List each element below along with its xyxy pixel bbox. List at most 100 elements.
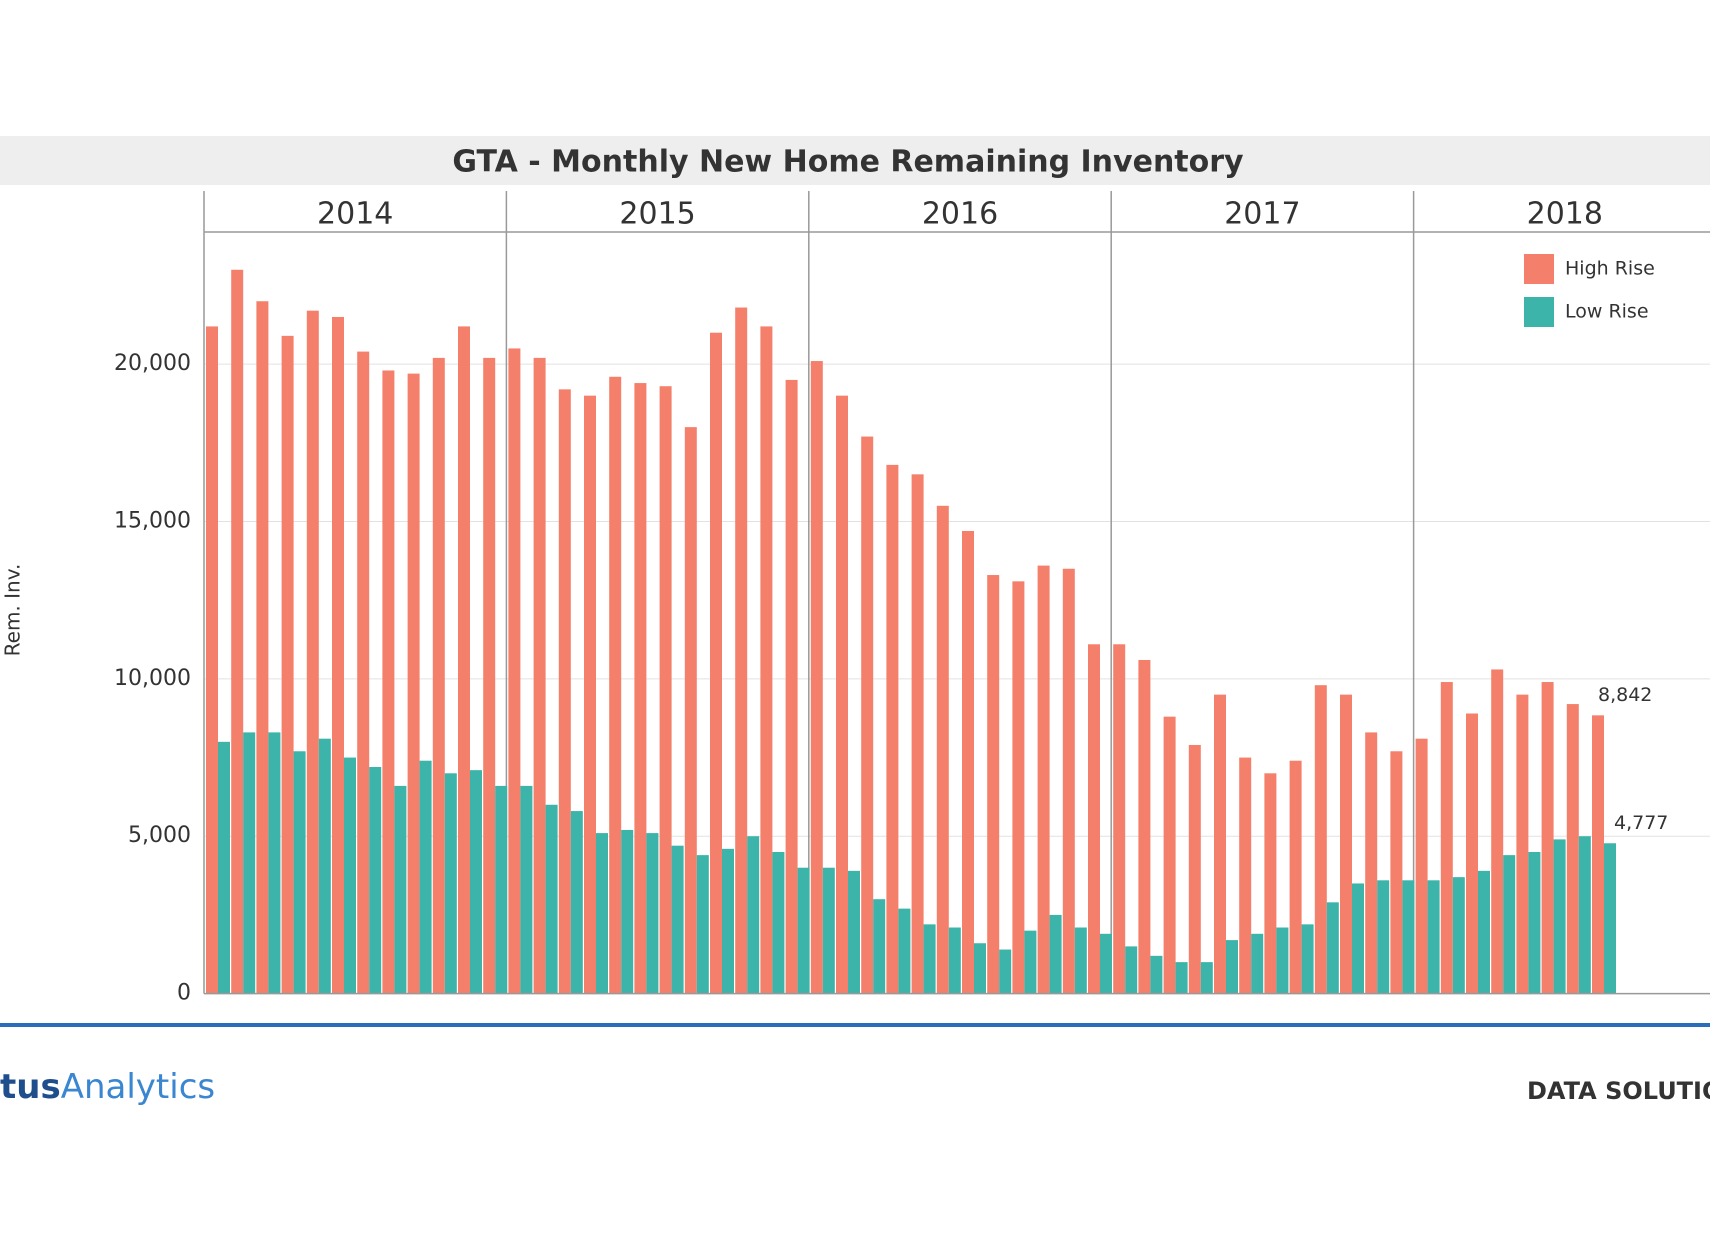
bar: [609, 376, 622, 994]
bar: [1214, 694, 1226, 994]
bar: [206, 326, 218, 994]
bar: [458, 326, 470, 994]
bar: [886, 464, 899, 994]
bar: [810, 361, 823, 994]
bar: [369, 767, 382, 994]
title-band: [0, 136, 1710, 185]
bar: [634, 383, 647, 994]
y-tick-label: 20,000: [114, 351, 191, 376]
bar: [797, 867, 810, 994]
bar: [293, 751, 306, 994]
bar: [1491, 669, 1504, 994]
bar: [432, 357, 445, 994]
bar: [1365, 732, 1378, 994]
bar: [948, 927, 961, 994]
legend-label: Low Rise: [1565, 301, 1649, 323]
bar: [1604, 843, 1616, 994]
footer-right: DATA SOLUTIO: [1527, 1077, 1710, 1105]
legend-label: High Rise: [1565, 258, 1655, 280]
bar: [1478, 870, 1490, 994]
bar: [936, 505, 949, 994]
bar: [1239, 757, 1252, 994]
bar: [1516, 694, 1529, 994]
bar: [1175, 962, 1188, 994]
bar: [621, 829, 634, 994]
bar: [256, 301, 269, 994]
bar: [1251, 933, 1264, 994]
year-label: 2017: [1224, 197, 1300, 232]
y-tick-label: 10,000: [114, 666, 191, 691]
bar: [1163, 716, 1176, 994]
bar: [1566, 704, 1579, 994]
bar: [1074, 927, 1087, 994]
year-label: 2014: [317, 197, 393, 232]
bar: [760, 326, 773, 994]
bar: [646, 833, 659, 994]
bar: [1553, 839, 1566, 994]
bar: [1200, 962, 1213, 994]
bar: [243, 732, 256, 994]
bar: [1188, 744, 1201, 994]
bar: [444, 773, 457, 994]
bar: [1427, 880, 1440, 994]
y-axis-label: Rem. Inv.: [1, 564, 25, 657]
bar: [1301, 924, 1314, 994]
bar: [1088, 644, 1100, 994]
bar: [873, 899, 886, 994]
bar: [268, 732, 281, 994]
bar: [974, 943, 986, 994]
bar: [332, 316, 344, 994]
bar: [1276, 927, 1289, 994]
bar: [419, 760, 432, 994]
bar: [1415, 738, 1428, 994]
bar: [1452, 877, 1465, 994]
bar: [848, 870, 860, 994]
bar: [1326, 902, 1339, 994]
bar: [570, 811, 583, 994]
y-tick-label: 15,000: [114, 509, 191, 534]
bar: [747, 836, 760, 994]
bar: [508, 348, 521, 994]
footer-brand-light: Analytics: [61, 1067, 215, 1107]
bar: [470, 770, 482, 994]
bar: [1377, 880, 1390, 994]
bar: [1138, 660, 1151, 994]
bar: [483, 357, 496, 994]
bar: [911, 474, 924, 994]
bar: [1150, 955, 1163, 994]
bar: [772, 851, 785, 994]
bar: [407, 373, 420, 994]
bar: [596, 833, 608, 994]
bar: [836, 395, 848, 994]
bar: [1037, 565, 1050, 994]
bar: [533, 357, 546, 994]
bar: [1012, 581, 1025, 994]
bar: [1125, 946, 1138, 994]
bar: [495, 785, 508, 994]
legend-swatch: [1524, 254, 1554, 284]
bar: [357, 351, 370, 994]
bar: [1024, 930, 1037, 994]
bar: [987, 575, 1000, 994]
bar: [1226, 940, 1238, 994]
bar: [1592, 715, 1604, 994]
bar: [1402, 880, 1415, 994]
bar: [696, 855, 709, 994]
bar: [684, 427, 697, 994]
bar: [923, 924, 936, 994]
bar: [281, 335, 294, 994]
bar: [545, 804, 558, 994]
footer-brand-bold: tus: [0, 1067, 61, 1107]
bar: [1466, 713, 1478, 994]
bar: [1113, 644, 1126, 994]
bar: [722, 848, 734, 994]
chart-title: GTA - Monthly New Home Remaining Invento…: [452, 145, 1244, 180]
bar: [1541, 682, 1554, 994]
bar: [1289, 760, 1302, 994]
bar: [558, 389, 571, 994]
bar: [671, 845, 684, 994]
bar: [218, 741, 230, 994]
bar: [1340, 694, 1352, 994]
bar: [231, 269, 244, 994]
